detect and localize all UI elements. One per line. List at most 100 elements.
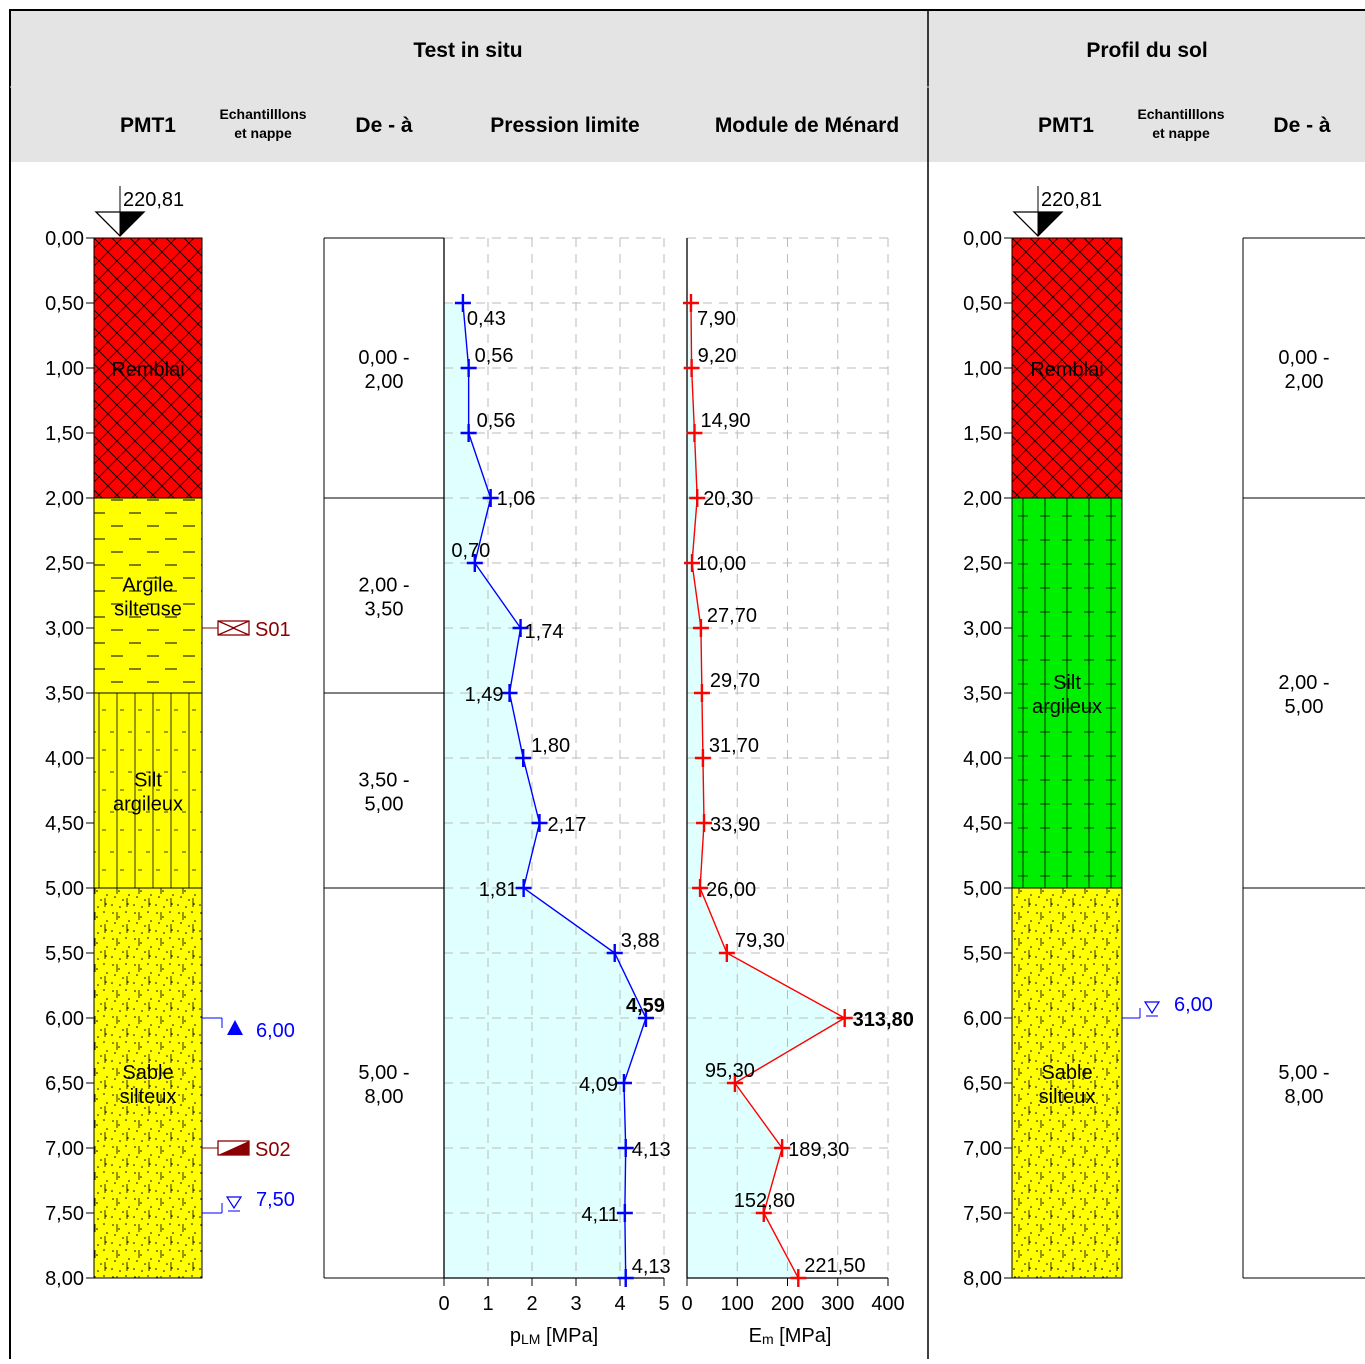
range-label: 5,00 [1285,696,1324,718]
data-point [790,1269,807,1287]
range-label: 2,00 [1285,371,1324,393]
range-column-left: 0,00 -2,00 2,00 -3,50 3,50 -5,00 5,00 -8,00 [323,237,444,1279]
data-point [454,294,471,312]
header-title-right: Profil du sol [1086,39,1207,62]
range-label: 5,00 - [1278,1062,1329,1084]
data-label: 31,70 [709,735,759,757]
elevation-value-left: 220,81 [123,189,184,211]
depth-tick-label: 6,50 [963,1073,1002,1095]
water-level-icon [227,1020,243,1035]
data-label: 2,17 [547,814,586,836]
elevation-marker-left: 220,81 [94,186,184,237]
col-range-header-right: De - à [1273,114,1331,137]
depth-tick-label: 7,50 [45,1203,84,1225]
depth-tick-label: 0,50 [963,293,1002,315]
soil-layer-label: Sable [122,1062,173,1084]
data-label: 9,20 [698,345,737,367]
data-point [693,684,710,702]
data-label: 7,90 [697,308,736,330]
data-point [460,424,477,442]
soil-layer-pattern [93,692,203,889]
x-tick-label: 4 [614,1293,625,1315]
data-point [466,554,483,572]
data-point [684,554,701,572]
water-level-icon [225,1196,243,1210]
depth-axis-right: 0,00 0,50 1,00 1,50 2,00 2,50 3,00 3,50 4,00 4,50… [963,228,1012,1290]
data-point [683,359,700,377]
x-tick-label: 400 [871,1293,904,1315]
data-point [460,359,477,377]
water-level-label: 7,50 [256,1189,295,1211]
depth-tick-label: 6,00 [45,1008,84,1030]
data-label: 0,56 [477,410,516,432]
soil-layer-pattern [93,497,203,694]
range-label: 3,50 - [358,770,409,792]
data-point [836,1009,853,1027]
x-tick-label: 1 [482,1293,493,1315]
data-label: 1,06 [497,488,536,510]
data-label: 4,09 [579,1074,618,1096]
col-pmt-header: PMT1 [120,114,176,137]
range-label: 0,00 - [358,347,409,369]
col-samples-header-right-1: Echantilllons [1137,106,1224,122]
data-point [617,1139,634,1157]
range-label: 0,00 - [1278,347,1329,369]
soil-layer-label: argileux [1032,696,1102,718]
data-point [617,1269,634,1287]
data-label: 0,43 [467,308,506,330]
data-point [692,879,709,897]
data-point [616,1204,633,1222]
range-column-right: 0,00 -2,00 2,00 -5,00 5,00 -8,00 [1242,237,1365,1279]
elevation-marker-right: 220,81 [1012,186,1102,237]
soil-layer-label: Argile [122,575,173,597]
depth-tick-label: 3,50 [45,683,84,705]
col-em-header: Module de Ménard [715,114,899,137]
data-label: 189,30 [788,1139,849,1161]
soil-layer-pattern [1011,237,1123,499]
samples-column: S01 S02 [202,619,291,1161]
em-plot: 0 100 200 300 400 7,90 9,20 14,90 20,30 10,00 27,7… [681,237,914,1315]
data-point [606,944,623,962]
data-label: 4,11 [581,1204,618,1226]
data-label: 4,59 [626,995,665,1017]
data-point [682,294,699,312]
soil-layer-label: Remblai [1030,359,1103,381]
data-label: 1,49 [465,684,504,706]
data-label: 0,56 [475,345,514,367]
water-levels-left: 6,00 7,50 [202,1017,295,1214]
profile-line [462,302,647,1279]
water-level-label: 6,00 [256,1020,295,1042]
depth-tick-label: 3,00 [45,618,84,640]
range-label: 2,00 - [358,575,409,597]
soil-layer-label: silteux [1039,1086,1096,1108]
depth-tick-label: 2,50 [45,553,84,575]
data-label: 27,70 [707,605,757,627]
data-label: 1,81 [479,879,518,901]
sample-icon-mark [218,1141,249,1155]
plm-plot: 0 1 2 3 4 5 0,43 0,56 0,56 1,06 0,70 1,74 1,49 1,80 2,… [438,237,671,1315]
depth-tick-label: 0,50 [45,293,84,315]
em-axis-label: Em [MPa] [749,1325,832,1347]
data-point [692,619,709,637]
depth-tick-label: 5,00 [45,878,84,900]
data-label: 29,70 [710,670,760,692]
data-point [482,489,499,507]
depth-tick-label: 0,00 [45,228,84,250]
data-label: 26,00 [706,879,756,901]
depth-tick-label: 1,50 [963,423,1002,445]
depth-tick-label: 7,50 [963,1203,1002,1225]
depth-tick-label: 7,00 [963,1138,1002,1160]
depth-tick-label: 2,00 [963,488,1002,510]
data-point [515,749,532,767]
col-plm-header: Pression limite [490,114,639,137]
water-levels-right: 6,00 [1122,994,1213,1019]
data-point [615,1074,632,1092]
header-band [10,10,1365,162]
soil-layer-pattern [93,887,203,1279]
x-tick-label: 200 [771,1293,804,1315]
soil-layer-label: silteux [120,1086,177,1108]
data-label: 4,13 [632,1139,671,1161]
data-label: 0,70 [451,540,490,562]
data-label: 95,30 [705,1060,755,1082]
